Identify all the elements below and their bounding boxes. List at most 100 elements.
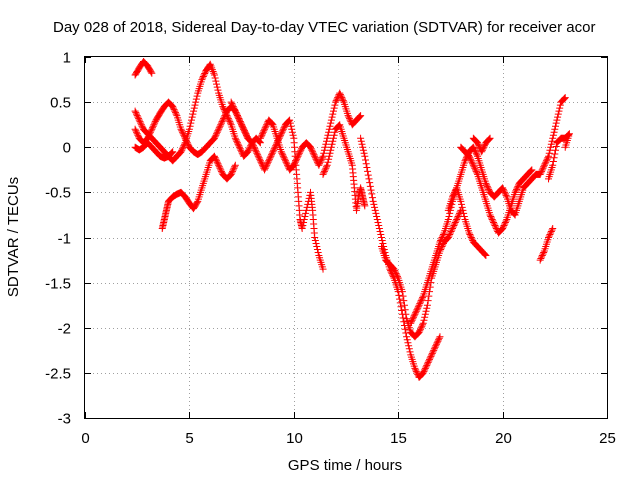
data-point-marker (453, 215, 461, 223)
data-point-marker (536, 170, 544, 178)
data-point-marker (461, 157, 469, 165)
data-point-marker (514, 182, 522, 190)
data-point-marker (528, 166, 536, 174)
data-point-marker (547, 140, 555, 148)
data-point-marker (501, 220, 509, 228)
data-point-marker (249, 142, 257, 150)
data-point-marker (300, 215, 308, 223)
data-point-marker (169, 148, 177, 156)
data-point-marker (437, 237, 445, 245)
data-point-marker (137, 121, 145, 129)
data-point-marker (551, 146, 559, 154)
data-point-marker (390, 265, 398, 273)
data-point-marker (225, 116, 233, 124)
data-point-marker (183, 137, 191, 145)
data-point-marker (311, 154, 319, 162)
data-point-marker (458, 200, 466, 208)
data-point-marker (262, 163, 270, 171)
y-tick-label: -1.5 (45, 276, 71, 293)
x-tick-label: 5 (185, 430, 193, 447)
data-point-marker (257, 133, 265, 141)
data-point-marker (200, 71, 208, 79)
data-point-marker (415, 301, 423, 309)
data-point-marker (471, 146, 479, 154)
data-points (131, 58, 573, 381)
data-point-marker (547, 227, 555, 235)
data-point-marker (408, 316, 416, 324)
data-point-marker (259, 128, 267, 136)
data-point-marker (425, 357, 433, 365)
data-point-marker (345, 115, 353, 123)
data-point-marker (549, 161, 557, 169)
data-point-marker (171, 107, 179, 115)
data-point-marker (323, 137, 331, 145)
data-point-marker (356, 112, 364, 120)
data-point-marker (405, 342, 413, 350)
data-point-marker (419, 369, 427, 377)
data-series (444, 184, 490, 260)
data-point-marker (436, 238, 444, 246)
data-point-marker (368, 190, 376, 198)
data-point-marker (554, 113, 562, 121)
data-point-marker (179, 143, 187, 151)
data-point-marker (323, 161, 331, 169)
data-point-marker (315, 161, 323, 169)
data-point-marker (481, 251, 489, 259)
data-point-marker (214, 127, 222, 135)
data-point-marker (560, 95, 568, 103)
data-point-marker (178, 145, 186, 153)
data-point-marker (527, 167, 535, 175)
data-point-marker (193, 199, 201, 207)
data-point-marker (407, 319, 415, 327)
data-point-marker (231, 163, 239, 171)
data-point-marker (417, 297, 425, 305)
data-point-marker (265, 155, 273, 163)
data-point-marker (214, 160, 222, 168)
data-point-marker (538, 252, 546, 260)
data-point-marker (402, 310, 410, 318)
data-point-marker (258, 131, 266, 139)
data-point-marker (488, 215, 496, 223)
data-point-marker (268, 151, 276, 159)
data-point-marker (184, 140, 192, 148)
data-point-marker (219, 103, 227, 111)
data-point-marker (556, 101, 564, 109)
data-point-marker (510, 210, 518, 218)
data-point-marker (131, 125, 139, 133)
data-point-marker (150, 121, 158, 129)
data-point-marker (552, 119, 560, 127)
data-point-marker (457, 197, 465, 205)
data-point-marker (206, 60, 214, 68)
data-point-marker (410, 312, 418, 320)
data-point-marker (485, 135, 493, 143)
data-point-marker (555, 107, 563, 115)
data-point-marker (437, 235, 445, 243)
data-point-marker (302, 206, 310, 214)
data-point-marker (540, 249, 548, 257)
data-point-marker (261, 166, 269, 174)
data-point-marker (540, 161, 548, 169)
data-point-marker (309, 149, 317, 157)
data-point-marker (186, 122, 194, 130)
data-point-marker (133, 110, 141, 118)
data-point-marker (147, 68, 155, 76)
data-point-marker (361, 202, 369, 210)
data-point-marker (282, 158, 290, 166)
data-point-marker (413, 369, 421, 377)
data-point-marker (238, 122, 246, 130)
data-point-marker (265, 157, 273, 165)
data-point-marker (208, 66, 216, 74)
data-point-marker (544, 154, 552, 162)
y-tick-label: -2.5 (45, 366, 71, 383)
data-point-marker (542, 158, 550, 166)
data-point-marker (499, 223, 507, 231)
data-point-marker (339, 95, 347, 103)
data-point-marker (262, 122, 270, 130)
data-point-marker (435, 334, 443, 342)
data-point-marker (237, 146, 245, 154)
data-point-marker (471, 148, 479, 156)
data-point-marker (445, 212, 453, 220)
data-point-marker (258, 130, 266, 138)
data-point-marker (281, 157, 289, 165)
data-point-marker (167, 149, 175, 157)
